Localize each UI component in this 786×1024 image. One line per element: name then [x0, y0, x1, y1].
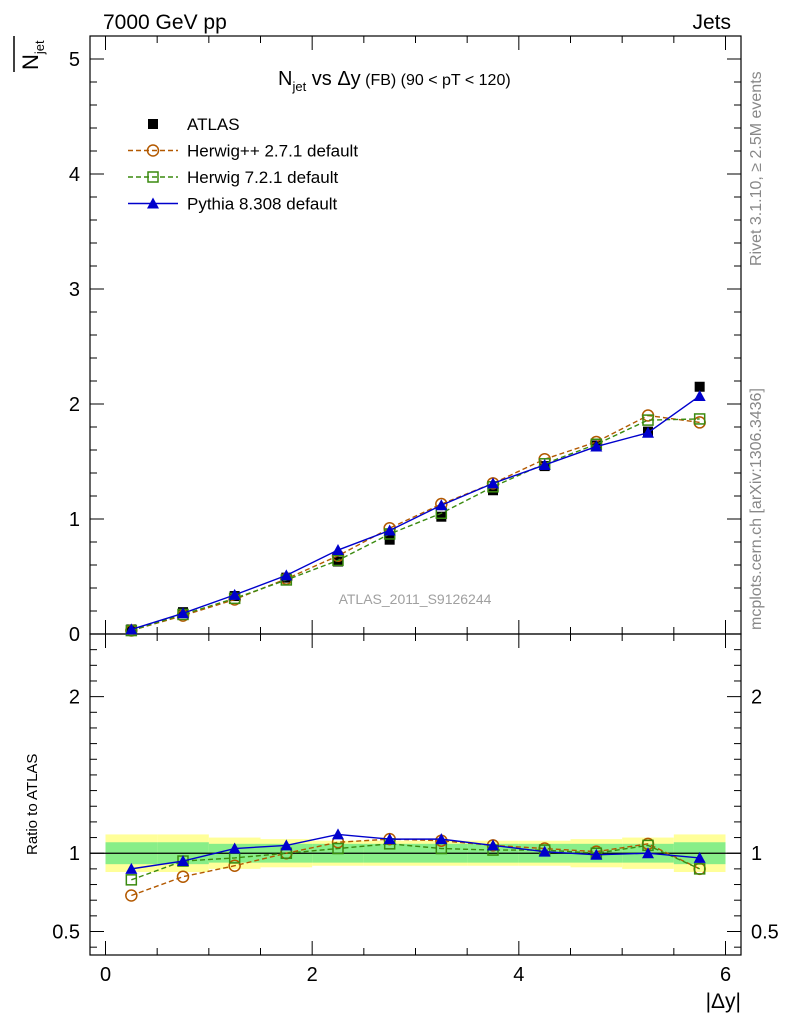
main-y-tick-label: 5: [69, 49, 80, 71]
x-tick-label: 0: [100, 964, 111, 986]
main-data-point: [280, 569, 293, 581]
main-data-point: [488, 485, 498, 496]
x-tick-label: 2: [307, 964, 318, 986]
main-y-tick-label: 3: [69, 279, 80, 301]
ratio-series-line: [131, 838, 700, 897]
ratio-data-point: [280, 839, 293, 851]
legend-entry: Herwig 7.2.1 default: [128, 168, 338, 187]
plot-title: Njet vs Δy (FB) (90 < pT < 120): [278, 68, 511, 94]
ratio-data-point: [125, 862, 138, 874]
legend: ATLAS Herwig++ 2.7.1 default Herwig 7.2.1 …: [128, 115, 358, 214]
main-series-pythia-8-308-default: [125, 389, 706, 635]
rivet-version-label: Rivet 3.1.10, ≥ 2.5M events: [748, 71, 765, 266]
main-data-point: [332, 544, 344, 556]
ratio-data-point: [693, 863, 706, 875]
ratio-y-tick-label-right: 1: [751, 843, 762, 865]
main-data-point: [435, 499, 448, 511]
main-data-point: [436, 511, 447, 522]
mcplots-reference-label: mcplots.cern.ch [arXiv:1306.3436]: [748, 388, 765, 630]
main-series-line: [131, 418, 700, 632]
ratio-panel-frame: [89, 633, 742, 956]
ratio-data-point: [538, 845, 551, 857]
ratio-series-line: [131, 833, 700, 870]
ratio-data-point: [228, 859, 241, 872]
ratio-y-tick-label-left: 1: [69, 843, 80, 865]
legend-entry: Pythia 8.308 default: [128, 195, 338, 214]
ratio-data-point: [228, 842, 241, 854]
main-series-line: [131, 395, 701, 631]
legend-label: Pythia 8.308 default: [187, 195, 338, 214]
main-data-point: [693, 413, 706, 425]
main-ylabel: Njet: [13, 36, 47, 72]
main-data-point: [487, 477, 499, 489]
ratio-data-point: [435, 833, 448, 845]
legend-marker: [147, 171, 159, 183]
ratio-data-point: [383, 833, 396, 845]
legend-marker: [146, 144, 160, 157]
legend-label: Herwig++ 2.7.1 default: [187, 142, 358, 161]
main-data-point: [383, 524, 396, 536]
legend-label: Herwig 7.2.1 default: [187, 168, 338, 187]
ratio-series-line: [131, 843, 700, 881]
main-data-point: [228, 588, 241, 600]
legend-entry: Herwig++ 2.7.1 default: [128, 142, 358, 161]
ratio-data-point: [176, 870, 190, 883]
ratio-data-point: [332, 842, 344, 855]
main-data-point: [332, 554, 344, 567]
main-data-point: [177, 607, 189, 619]
ratio-data-point: [332, 828, 344, 840]
ratio-y-tick-label-right: 2: [751, 687, 762, 709]
series-layer: [125, 381, 706, 902]
x-tick-label: 4: [513, 964, 524, 986]
main-y-tick-label: 2: [69, 394, 80, 416]
main-y-tick-label: 4: [69, 164, 80, 186]
ratio-data-point: [590, 848, 603, 860]
ratio-data-point: [125, 874, 138, 886]
main-data-point: [590, 440, 603, 452]
header-energy-label: 7000 GeV pp: [103, 11, 227, 34]
legend-marker: [148, 119, 158, 129]
legend-marker: [147, 197, 159, 209]
main-y-tick-label: 0: [69, 624, 80, 646]
ratio-data-point: [487, 839, 499, 851]
ratio-data-point: [177, 855, 189, 867]
main-data-point: [694, 381, 705, 392]
main-series-herwig-7-2-1-default: [125, 413, 706, 637]
legend-label: ATLAS: [187, 115, 240, 134]
ratio-y-tick-label-left: 2: [69, 687, 80, 709]
svg-text:Njet: Njet: [18, 40, 47, 70]
main-data-point: [642, 414, 654, 426]
ratio-y-tick-label-right: 0.5: [751, 922, 779, 944]
axis-ticks: 0 2 4 6 0 1 2 3 4 5 0.5 0.5 1 1 2 2: [52, 36, 779, 986]
legend-entry: ATLAS: [148, 115, 240, 134]
ratio-ylabel: Ratio to ATLAS: [24, 754, 41, 855]
x-tick-label: 6: [720, 964, 731, 986]
ratio-data-point: [125, 889, 138, 902]
ratio-data-point: [642, 847, 654, 859]
main-data-point: [642, 426, 654, 438]
ratio-series-pythia-8-308-default: [125, 828, 706, 874]
main-data-point: [125, 623, 138, 635]
main-data-point: [693, 389, 706, 401]
main-series-line: [131, 414, 700, 632]
main-y-tick-label: 1: [69, 509, 80, 531]
analysis-watermark: ATLAS_2011_S9126244: [339, 591, 492, 607]
main-data-point: [538, 458, 551, 470]
ratio-data-point: [693, 851, 706, 863]
header-process-label: Jets: [692, 11, 731, 34]
x-axis-label: |Δy|: [706, 990, 741, 1013]
ratio-y-tick-label-left: 0.5: [52, 922, 80, 944]
